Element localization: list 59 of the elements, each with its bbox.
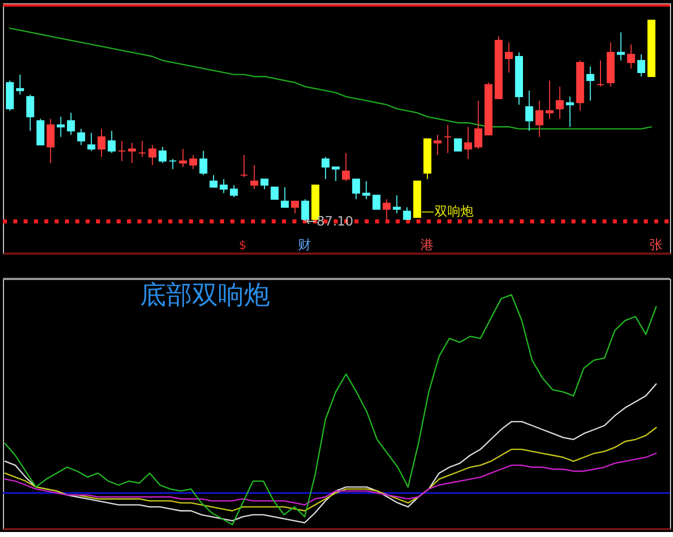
candlestick bbox=[474, 100, 482, 150]
candlestick bbox=[240, 154, 248, 178]
candlestick bbox=[270, 186, 279, 200]
candlestick bbox=[26, 94, 34, 132]
candlestick bbox=[148, 144, 156, 166]
candlestick bbox=[362, 180, 370, 200]
candlestick bbox=[637, 54, 646, 78]
candlestick bbox=[179, 148, 187, 168]
candlestick bbox=[382, 198, 391, 220]
candlestick bbox=[98, 128, 106, 158]
candlestick bbox=[566, 96, 574, 128]
candlestick bbox=[342, 152, 350, 182]
candlestick bbox=[280, 186, 289, 208]
annotation: —双响炮 bbox=[421, 204, 474, 220]
candlestick bbox=[586, 66, 594, 102]
candlestick bbox=[56, 116, 65, 138]
candlestick bbox=[627, 44, 636, 69]
candlestick bbox=[16, 74, 24, 96]
candlestick bbox=[199, 150, 208, 176]
annotation: ←87.10 bbox=[306, 214, 354, 230]
candlestick bbox=[464, 126, 472, 160]
candlestick bbox=[535, 100, 544, 138]
candlestick bbox=[230, 184, 238, 198]
candlestick bbox=[210, 174, 218, 188]
candlestick bbox=[322, 156, 330, 180]
annotation: 底部双响炮 bbox=[140, 280, 270, 311]
candlestick bbox=[332, 166, 340, 182]
candlestick bbox=[454, 138, 462, 152]
candlestick bbox=[67, 112, 75, 136]
candlestick bbox=[158, 146, 167, 164]
candlestick bbox=[525, 90, 534, 132]
candlestick bbox=[372, 194, 380, 210]
candlestick bbox=[616, 32, 625, 61]
candlestick bbox=[108, 130, 116, 154]
candlestick bbox=[77, 128, 86, 146]
candlestick bbox=[260, 178, 268, 190]
text: 港 bbox=[420, 238, 434, 254]
candlestick bbox=[403, 206, 411, 220]
candlestick bbox=[189, 154, 198, 170]
candlestick bbox=[46, 118, 55, 164]
text: $ bbox=[238, 238, 246, 252]
candlestick bbox=[220, 178, 228, 194]
text: 财 bbox=[298, 238, 312, 254]
candlestick bbox=[250, 164, 258, 190]
text: 张 bbox=[650, 238, 663, 254]
candlestick bbox=[546, 80, 554, 120]
candlestick bbox=[118, 140, 126, 162]
candlestick bbox=[168, 158, 177, 170]
candlestick bbox=[556, 86, 564, 120]
candlestick bbox=[596, 60, 604, 88]
candlestick bbox=[291, 200, 299, 214]
candlestick bbox=[87, 132, 96, 152]
candlestick bbox=[352, 178, 360, 200]
candlestick bbox=[434, 134, 442, 156]
candlestick bbox=[444, 124, 452, 154]
candlestick bbox=[392, 194, 401, 214]
candlestick bbox=[504, 42, 513, 74]
candlestick bbox=[138, 140, 146, 158]
candlestick bbox=[128, 142, 136, 164]
